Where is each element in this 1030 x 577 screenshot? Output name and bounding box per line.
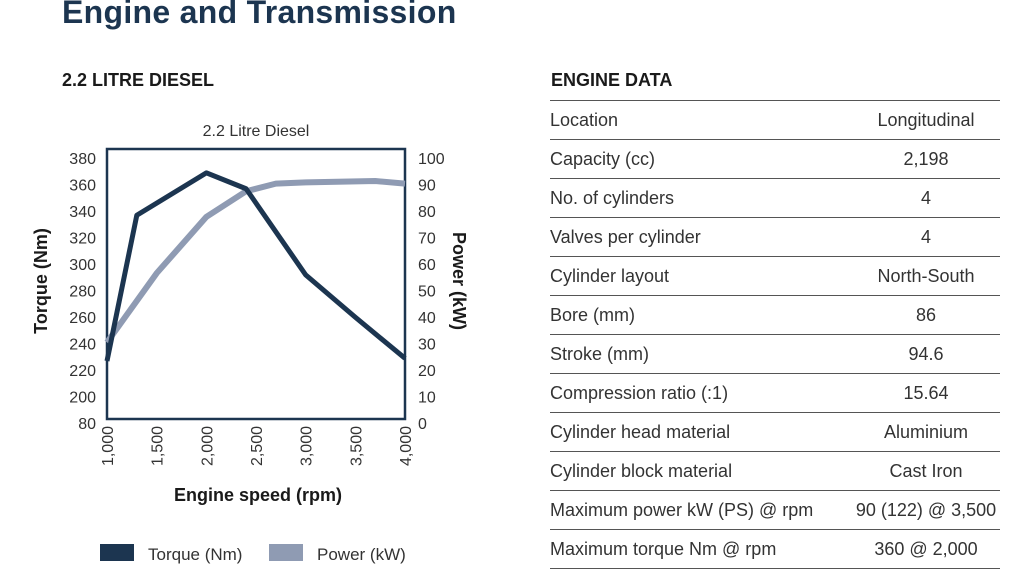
engine-chart: 2.2 Litre Diesel380360340320300280260240…	[31, 123, 469, 564]
y-tick-label: 200	[69, 390, 96, 407]
row-value: Aluminium	[852, 412, 1000, 452]
legend-swatch	[100, 544, 134, 561]
y-axis-label: Torque (Nm)	[31, 228, 51, 334]
row-label: Maximum power kW (PS) @ rpm	[550, 490, 852, 530]
row-value: 4	[852, 217, 1000, 257]
y-tick-label: 360	[69, 178, 96, 195]
row-value: Cast Iron	[852, 451, 1000, 491]
x-tick-label: 3,500	[348, 426, 365, 466]
row-value: 86	[852, 295, 1000, 335]
page-title: Engine and Transmission	[62, 0, 457, 30]
y-tick-label: 280	[69, 284, 96, 301]
engine-data-heading: ENGINE DATA	[551, 70, 673, 90]
y2-tick-label: 80	[418, 204, 436, 221]
power-line	[104, 178, 406, 345]
table-row: Capacity (cc) 2,198	[550, 139, 1000, 179]
y-tick-label: 220	[69, 363, 96, 380]
table-row: Cylinder block material Cast Iron	[550, 451, 1000, 491]
row-value: 90 (122) @ 3,500	[852, 490, 1000, 530]
row-label: Valves per cylinder	[550, 217, 852, 257]
legend-label: Power (kW)	[317, 545, 406, 564]
row-label: Bore (mm)	[550, 295, 852, 335]
row-label: Stroke (mm)	[550, 334, 852, 374]
y2-tick-label: 30	[418, 337, 436, 354]
y-tick-label: 80	[78, 416, 96, 433]
torque-line	[104, 170, 407, 362]
table-row: Compression ratio (:1) 15.64	[550, 373, 1000, 413]
y2-tick-label: 70	[418, 231, 436, 248]
x-tick-label: 2,000	[199, 426, 216, 466]
table-row: Cylinder layout North-South	[550, 256, 1000, 296]
row-label: Compression ratio (:1)	[550, 373, 852, 413]
y2-tick-label: 90	[418, 178, 436, 195]
table-row: Cylinder head material Aluminium	[550, 412, 1000, 452]
row-value: Longitudinal	[852, 100, 1000, 140]
y2-tick-label: 40	[418, 310, 436, 327]
row-label: No. of cylinders	[550, 178, 852, 218]
legend-label: Torque (Nm)	[148, 545, 242, 564]
chart-section-heading: 2.2 LITRE DIESEL	[62, 70, 215, 90]
y2-axis-label: Power (kW)	[449, 232, 469, 330]
legend-swatch	[269, 544, 303, 561]
y2-tick-label: 0	[418, 416, 427, 433]
row-label: Cylinder layout	[550, 256, 852, 296]
y2-tick-label: 10	[418, 390, 436, 407]
y-tick-label: 320	[69, 231, 96, 248]
row-label: Cylinder block material	[550, 451, 852, 491]
y2-tick-label: 60	[418, 257, 436, 274]
table-row: Bore (mm) 86	[550, 295, 1000, 335]
y-tick-label: 240	[69, 337, 96, 354]
x-axis-label: Engine speed (rpm)	[174, 485, 342, 505]
row-label: Location	[550, 100, 852, 140]
y2-tick-label: 50	[418, 284, 436, 301]
table-row: Location Longitudinal	[550, 100, 1000, 140]
engine-data-table: Location Longitudinal Capacity (cc) 2,198 No…	[550, 100, 1000, 569]
x-tick-label: 1,500	[150, 426, 167, 466]
table-row: Valves per cylinder 4	[550, 217, 1000, 257]
x-tick-label: 2,500	[249, 426, 266, 466]
row-label: Capacity (cc)	[550, 139, 852, 179]
row-label: Maximum torque Nm @ rpm	[550, 529, 852, 569]
row-value: 15.64	[852, 373, 1000, 413]
row-value: 360 @ 2,000	[852, 529, 1000, 569]
row-value: North-South	[852, 256, 1000, 296]
y2-tick-label: 100	[418, 151, 445, 168]
table-row: Stroke (mm) 94.6	[550, 334, 1000, 374]
x-tick-label: 3,000	[299, 426, 316, 466]
x-tick-label: 4,000	[398, 426, 415, 466]
table-row: No. of cylinders 4	[550, 178, 1000, 218]
table-row: Maximum torque Nm @ rpm 360 @ 2,000	[550, 529, 1000, 569]
plot-frame	[105, 147, 407, 421]
row-value: 2,198	[852, 139, 1000, 179]
y-tick-label: 260	[69, 310, 96, 327]
x-tick-label: 1,000	[100, 426, 117, 466]
y-tick-label: 300	[69, 257, 96, 274]
chart-title: 2.2 Litre Diesel	[203, 123, 310, 140]
y-tick-label: 340	[69, 204, 96, 221]
row-label: Cylinder head material	[550, 412, 852, 452]
row-value: 4	[852, 178, 1000, 218]
y-tick-label: 380	[69, 151, 96, 168]
y2-tick-label: 20	[418, 363, 436, 380]
row-value: 94.6	[852, 334, 1000, 374]
table-row: Maximum power kW (PS) @ rpm 90 (122) @ 3,…	[550, 490, 1000, 530]
